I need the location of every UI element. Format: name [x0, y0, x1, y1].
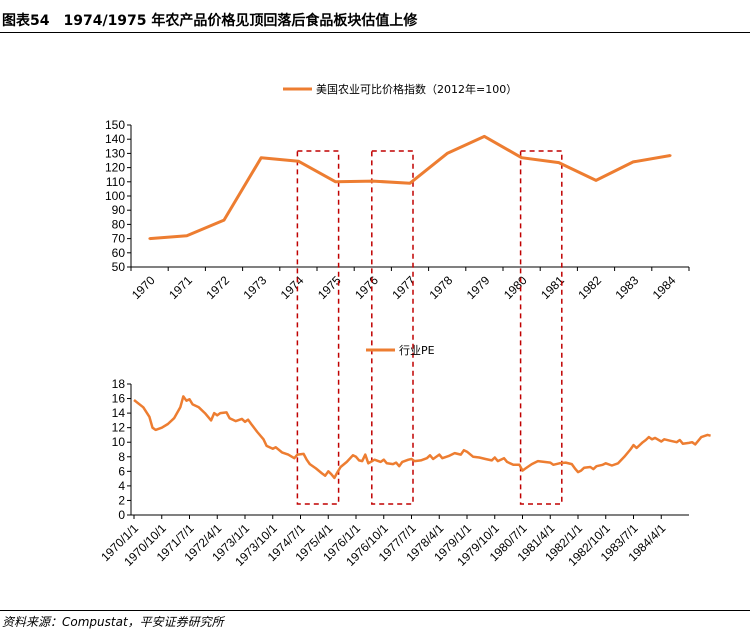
chart1-y-tick-label: 100 [105, 189, 125, 203]
chart2-y-tick-label: 18 [112, 377, 126, 391]
figure-label: 图表54 [2, 13, 50, 29]
source-note: 资料来源：Compustat，平安证券研究所 [2, 615, 224, 629]
chart1-data-point [483, 135, 486, 138]
chart1-y-tick-label: 60 [112, 246, 126, 260]
chart1-y-tick-label: 80 [112, 217, 126, 231]
chart1-data-point [520, 156, 523, 159]
chart1-y-tick-label: 120 [105, 161, 125, 175]
title-rule [0, 32, 750, 33]
chart1-legend-label: 美国农业可比价格指数（2012年=100） [316, 82, 517, 96]
chart1-x-tick-label: 1974 [278, 273, 307, 302]
chart1-data-point [557, 161, 560, 164]
chart1-x-tick-label: 1977 [389, 273, 418, 302]
chart1-x-tick-label: 1971 [166, 273, 195, 302]
chart2-y-tick-label: 12 [112, 421, 126, 435]
chart1-x-tick-label: 1984 [650, 273, 679, 302]
chart1-data-point [594, 179, 598, 182]
chart1-x-tick-label: 1976 [352, 273, 381, 302]
chart1-x-tick-label: 1981 [538, 273, 567, 302]
chart1-data-point [408, 182, 412, 185]
figure-title: 图表54 1974/1975 年农产品价格见顶回落后食品板块估值上修 [2, 10, 417, 30]
chart1-data-point [446, 152, 449, 155]
figure-title-text: 1974/1975 年农产品价格见顶回落后食品板块估值上修 [63, 13, 418, 29]
chart1-data-point [148, 237, 151, 240]
chart1-x-tick-label: 1980 [501, 273, 530, 302]
chart1-data-point [260, 156, 263, 159]
chart1-y-tick-label: 140 [105, 132, 125, 146]
chart2-y-tick-label: 8 [118, 450, 125, 464]
chart2-y-tick-label: 4 [118, 479, 125, 493]
chart2-y-tick-label: 0 [118, 508, 125, 522]
chart1-data-point [222, 218, 226, 222]
chart1-y-tick-label: 90 [112, 203, 126, 217]
chart1-data-point [632, 160, 635, 164]
chart2-legend: 行业PE [366, 344, 435, 357]
chart2-y-tick-label: 10 [112, 435, 126, 449]
source-rule [0, 610, 750, 611]
chart2-y-tick-label: 6 [118, 464, 125, 478]
chart1-x-tick-label: 1972 [203, 273, 232, 302]
chart1-data-point [334, 180, 337, 183]
chart2-series-line [133, 395, 711, 480]
chart2-y-tick-label: 2 [118, 493, 125, 507]
highlight-box-3 [519, 150, 563, 505]
chart1-x-tick-label: 1973 [241, 273, 270, 302]
chart1-x-tick-label: 1978 [427, 273, 456, 302]
chart1-y-tick-label: 70 [112, 232, 126, 246]
chart2-y-tick-label: 16 [112, 392, 126, 406]
chart1-y-tick-label: 110 [106, 175, 125, 189]
chart1-data-point [669, 154, 672, 157]
chart1-data-point [371, 179, 374, 183]
chart1-x-tick-label: 1979 [464, 273, 493, 302]
chart2-y-tick-label: 14 [112, 406, 126, 420]
highlight-box-1 [296, 150, 340, 505]
chart2-legend-label: 行业PE [399, 344, 435, 357]
chart1-legend: 美国农业可比价格指数（2012年=100） [283, 82, 517, 96]
chart1-x-tick-label: 1975 [315, 273, 344, 302]
chart1-y-tick-label: 150 [105, 118, 125, 132]
chart1-data-point [185, 234, 188, 237]
chart1-y-tick-label: 50 [112, 260, 126, 274]
chart1-x-tick-label: 1983 [613, 273, 642, 302]
chart1-data-point [297, 160, 300, 163]
highlight-box-2 [371, 150, 414, 505]
chart1-y-tick-label: 130 [105, 146, 125, 160]
chart1-x-tick-label: 1982 [575, 273, 604, 302]
chart1-x-tick-label: 1970 [129, 273, 158, 302]
